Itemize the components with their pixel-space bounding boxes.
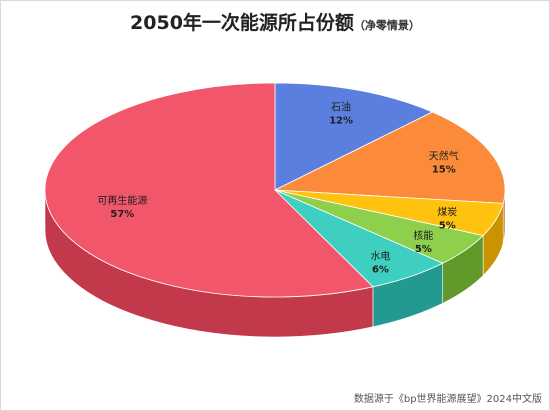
chart-title-text: 2050年一次能源所占份额 — [130, 12, 354, 34]
slice-1-value-label: 15% — [432, 165, 456, 176]
slice-0 — [274, 82, 434, 191]
slice-1 — [273, 111, 506, 204]
slice-2-value-label: 5% — [439, 220, 456, 231]
pie-slices — [44, 82, 506, 298]
chart-subtitle: （净零情景） — [353, 19, 420, 32]
slice-0-label: 石油 — [331, 100, 351, 113]
slice-4-label: 水电 — [370, 250, 390, 263]
slice-0-value-label: 12% — [329, 115, 353, 126]
slice-5 — [44, 82, 374, 298]
slice-1-label: 天然气 — [429, 150, 459, 163]
chart-title: 2050年一次能源所占份额（净零情景） — [0, 8, 550, 35]
source-note: 数据源于《bp世界能源展望》2024中文版 — [353, 394, 542, 405]
slice-4-value-label: 6% — [372, 265, 389, 276]
slice-5-label: 可再生能源 — [97, 194, 147, 207]
slice-3-value-label: 5% — [415, 244, 432, 255]
pie-labels: 石油 12% 天然气 15% 煤炭 5% 核能 5% 水电 6% 可再生能源 57% — [97, 100, 458, 275]
slice-5-value-label: 57% — [110, 209, 134, 220]
slice-2-label: 煤炭 — [437, 205, 457, 218]
slice-3-label: 核能 — [413, 229, 433, 242]
